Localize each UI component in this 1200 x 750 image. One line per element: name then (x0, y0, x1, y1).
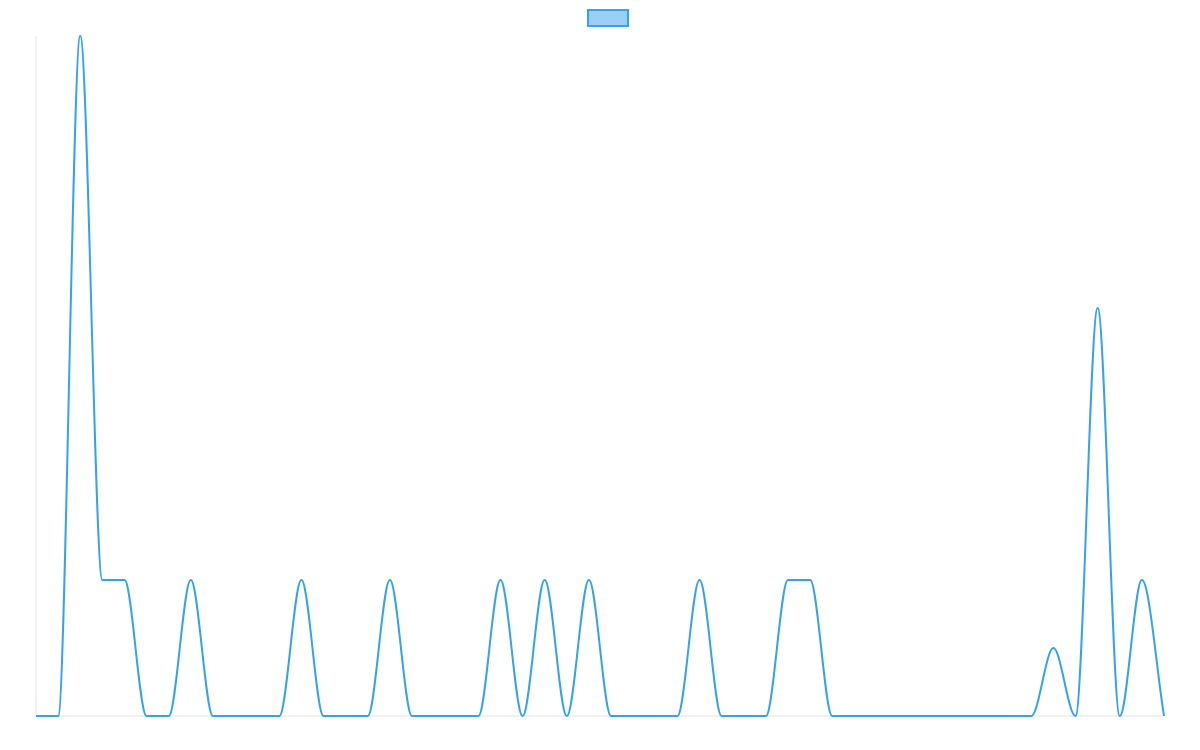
legend[interactable] (587, 9, 629, 27)
series-layer (36, 35, 1165, 717)
axes (35, 36, 1164, 717)
legend-swatch[interactable] (587, 9, 629, 27)
series-line-0 (36, 35, 1165, 717)
